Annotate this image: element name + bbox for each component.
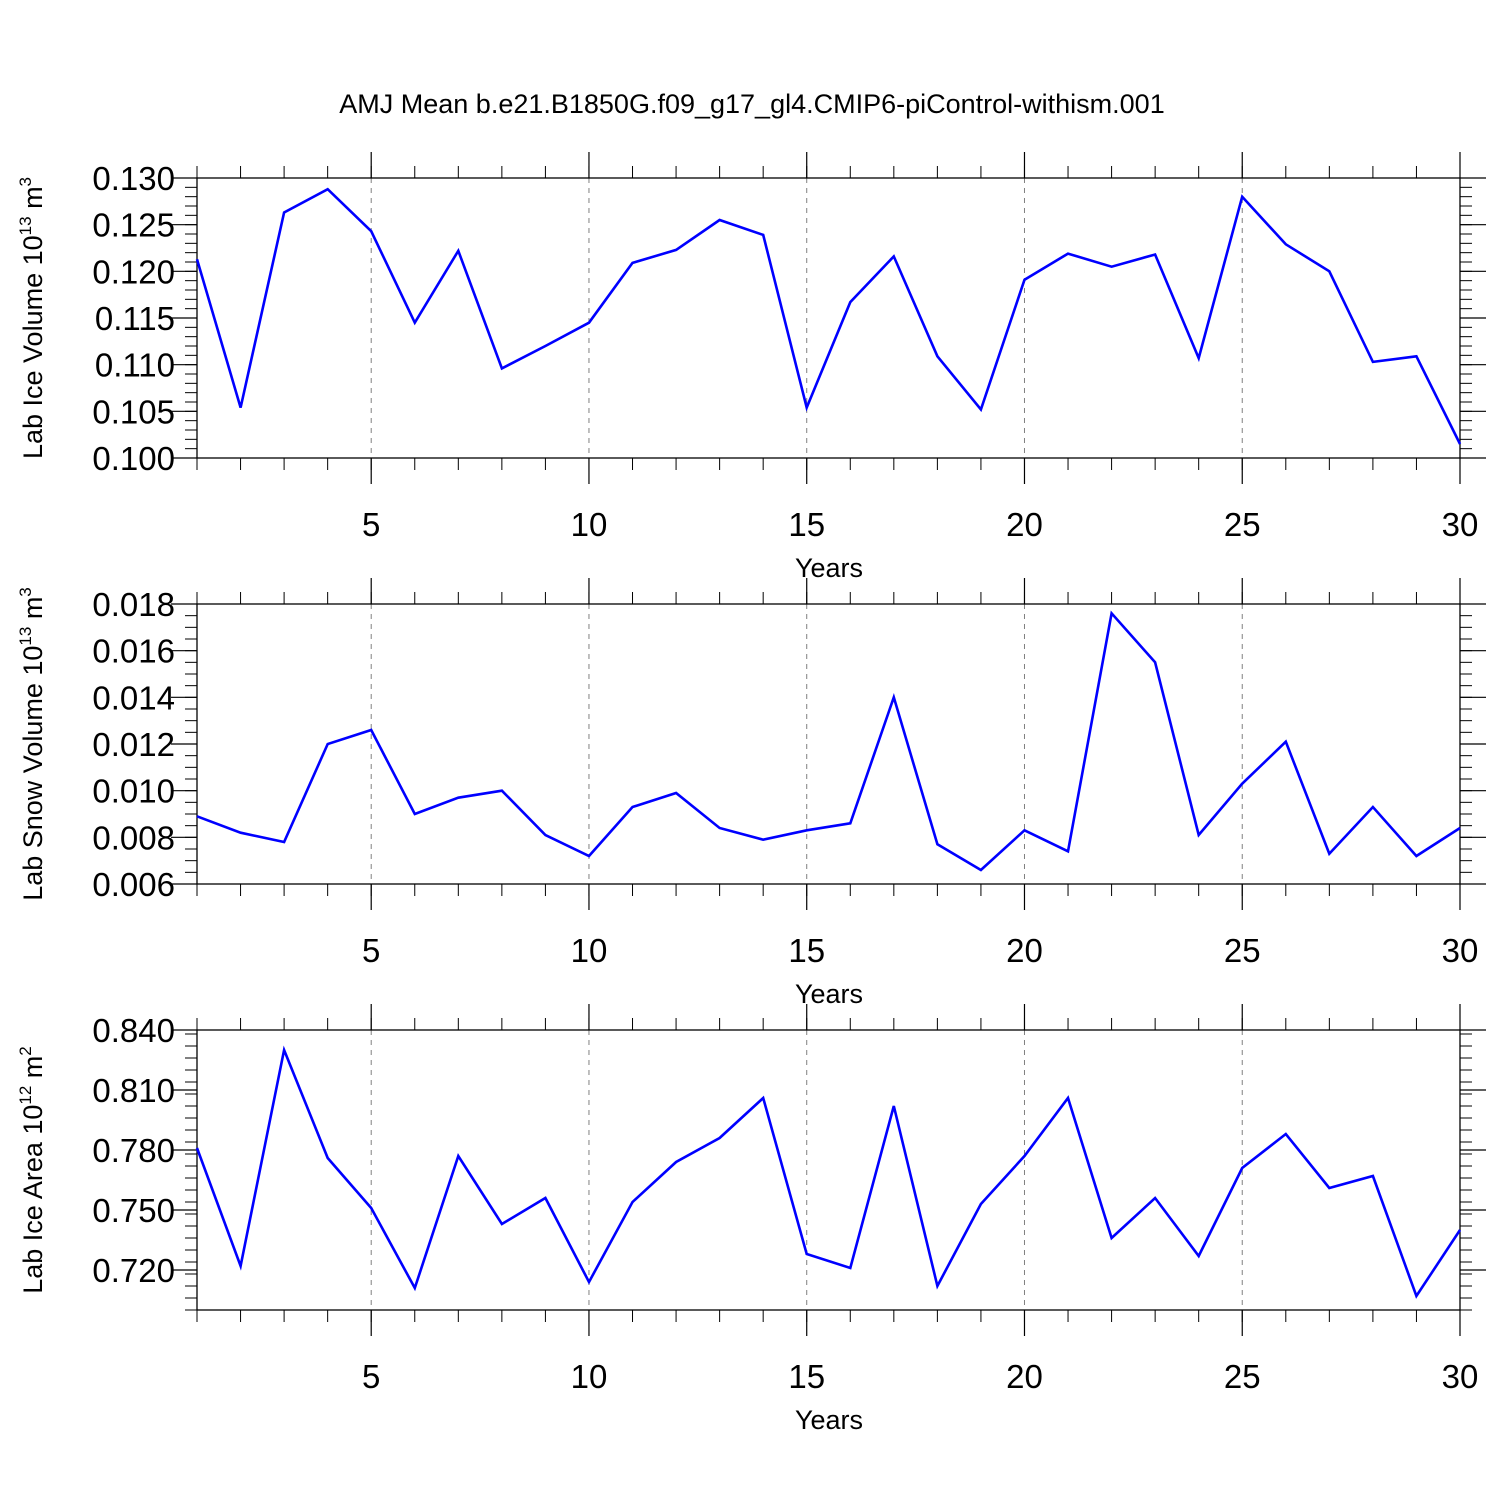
x-tick-label: 15 <box>788 506 825 543</box>
y-axis-label-part: 12 <box>16 1086 35 1105</box>
figure-title: AMJ Mean b.e21.B1850G.f09_g17_gl4.CMIP6-… <box>339 89 1164 119</box>
y-tick-label: 0.780 <box>92 1132 175 1169</box>
y-tick-label: 0.750 <box>92 1192 175 1229</box>
y-axis-label-part: 2 <box>16 1046 35 1055</box>
y-tick-label: 0.105 <box>92 393 175 430</box>
y-axis-label-part: 13 <box>16 627 35 646</box>
x-tick-label: 30 <box>1442 1358 1479 1395</box>
y-tick-label: 0.018 <box>92 586 175 623</box>
plot-frame <box>196 603 1461 885</box>
y-axis-label: Lab Ice Area 1012 m2 <box>16 1046 48 1294</box>
y-tick-label: 0.016 <box>92 633 175 670</box>
x-tick-label: 25 <box>1224 506 1261 543</box>
x-tick-label: 20 <box>1006 1358 1043 1395</box>
panel-3: 5 10 15 20 25 30 Years 0.720 0.750 0.780 0.810 0.84… <box>16 1004 1486 1435</box>
y-axis-label-part: m <box>18 186 48 216</box>
x-tick-label: 5 <box>362 506 380 543</box>
x-tick-label: 25 <box>1224 932 1261 969</box>
x-tick-label: 30 <box>1442 932 1479 969</box>
plot-frame <box>196 177 1461 459</box>
x-axis-label: Years <box>795 979 863 1009</box>
y-tick-label: 0.012 <box>92 726 175 763</box>
y-tick-label: 0.120 <box>92 253 175 290</box>
y-tick-label: 0.014 <box>92 679 175 716</box>
series-line <box>195 1045 1462 1299</box>
y-axis-label-part: 3 <box>16 587 35 596</box>
x-tick-label: 20 <box>1006 932 1043 969</box>
y-axis-label-part: Lab Ice Area 10 <box>18 1105 48 1294</box>
y-axis-label: Lab Ice Volume 1013 m3 <box>16 177 48 459</box>
x-tick-label: 25 <box>1224 1358 1261 1395</box>
x-tick-label: 10 <box>571 1358 608 1395</box>
y-tick-label: 0.810 <box>92 1072 175 1109</box>
x-tick-label: 10 <box>571 932 608 969</box>
y-axis-label-part: Lab Ice Volume 10 <box>18 235 48 459</box>
y-tick-label: 0.006 <box>92 866 175 903</box>
x-tick-label: 5 <box>362 932 380 969</box>
y-axis-label-part: 13 <box>16 216 35 235</box>
y-tick-label: 0.720 <box>92 1252 175 1289</box>
y-axis-label-part: Lab Snow Volume 10 <box>18 646 48 901</box>
y-tick-label: 0.110 <box>95 347 175 384</box>
x-tick-label: 10 <box>571 506 608 543</box>
x-tick-label: 5 <box>362 1358 380 1395</box>
y-tick-label: 0.010 <box>92 773 175 810</box>
y-axis-label-part: m <box>18 597 48 627</box>
x-axis-label: Years <box>795 1405 863 1435</box>
panel-1: 5 10 15 20 25 30 Years 0.100 0.105 0.110 0.115 0.12… <box>16 152 1486 583</box>
y-tick-label: 0.125 <box>92 207 175 244</box>
panel-2: 5 10 15 20 25 30 Years 0.006 0.008 0.010 0.012 0.01… <box>16 578 1486 1009</box>
y-tick-label: 0.115 <box>95 300 175 337</box>
x-tick-label: 20 <box>1006 506 1043 543</box>
series-line <box>195 187 1462 445</box>
series-line <box>196 610 1461 872</box>
y-axis-label-part: m <box>18 1056 48 1086</box>
x-tick-label: 15 <box>788 1358 825 1395</box>
x-axis-label: Years <box>795 553 863 583</box>
panels: 5 10 15 20 25 30Years0.1000.1050.1100.1150.12… <box>16 152 1486 1435</box>
plot-frame <box>196 1029 1461 1311</box>
y-tick-label: 0.008 <box>92 819 175 856</box>
y-tick-label: 0.130 <box>92 160 175 197</box>
y-axis-label-part: 3 <box>16 177 35 186</box>
y-axis-label: Lab Snow Volume 1013 m3 <box>16 587 48 901</box>
y-tick-label: 0.840 <box>92 1012 175 1049</box>
x-tick-label: 30 <box>1442 506 1479 543</box>
x-tick-label: 15 <box>788 932 825 969</box>
y-tick-label: 0.100 <box>92 440 175 477</box>
